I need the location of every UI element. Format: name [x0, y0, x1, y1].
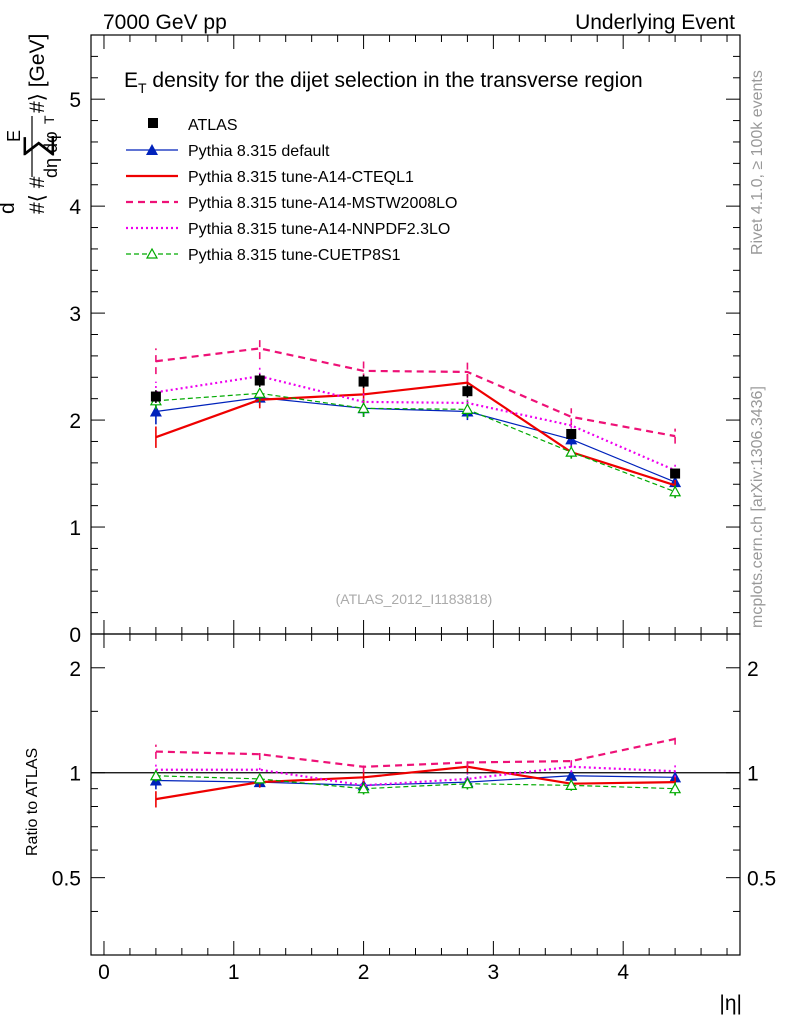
ratio-series-00aa00 [149, 769, 682, 796]
series-line [155, 381, 676, 487]
y-axis-label-e: E [4, 130, 24, 142]
x-tick-label: 4 [617, 961, 629, 984]
y-axis-label: #⟨ # d ∑ E T #⟩ [GeV] dη dφ [0, 34, 61, 214]
ratio-tick-label-left: 0.5 [52, 868, 81, 891]
series-marker [146, 144, 158, 155]
y-axis-label-d: d [0, 202, 19, 214]
y-tick-label: 1 [69, 517, 81, 540]
legend-label: Pythia 8.315 tune-CUETP8S1 [188, 247, 401, 264]
rivet-version-label: Rivet 4.1.0, ≥ 100k events [749, 70, 766, 255]
y-axis-label-t: T [41, 115, 57, 124]
legend-label: Pythia 8.315 tune-A14-CTEQL1 [188, 169, 414, 186]
y-tick-label: 0 [69, 624, 81, 647]
series-marker [669, 782, 682, 794]
series-marker [669, 485, 682, 497]
ratio-series-ee1177 [155, 733, 676, 773]
x-tick-label: 0 [98, 961, 110, 984]
atlas-data-point [670, 468, 681, 479]
x-tick-label: 3 [488, 961, 500, 984]
x-axis-label: |η| [719, 992, 742, 1015]
y-axis-label-denominator: dη dφ [41, 131, 61, 178]
legend-label: Pythia 8.315 default [188, 143, 330, 160]
legend: ATLAS Pythia 8.315 default Pythia 8.315 tu… [126, 117, 457, 264]
series-marker [145, 247, 159, 259]
legend-item: Pythia 8.315 tune-CUETP8S1 [126, 247, 401, 264]
atlas-data-point [358, 376, 369, 387]
ratio-y-axis-label: Ratio to ATLAS [24, 748, 41, 856]
series-marker [149, 405, 162, 417]
series-marker [253, 387, 266, 398]
ratio-series [91, 733, 740, 808]
series-ee1177 [155, 337, 676, 444]
y-tick-label: 5 [69, 89, 81, 112]
series-line [155, 392, 676, 493]
mcplots-label: mcplots.cern.ch [arXiv:1306.3436] [749, 386, 766, 628]
ratio-tick-label-right: 2 [747, 658, 759, 681]
atlas-data-point [462, 386, 473, 397]
axis-ticks [91, 35, 740, 956]
ratio-tick-label-left: 2 [69, 658, 81, 681]
y-axis-label-sum: ∑ [17, 134, 55, 158]
series-marker [357, 402, 370, 413]
ratio-line [155, 765, 676, 787]
x-tick-label: 2 [358, 961, 370, 984]
ratio-series-ee0000 [155, 761, 676, 808]
ratio-line [155, 775, 676, 790]
tick-labels: 0 1 2 3 4 0 1 2 3 4 5 0.5 0.5 1 1 2 2 [52, 89, 776, 984]
series-line [155, 375, 676, 472]
analysis-watermark: (ATLAS_2012_I1183818) [336, 591, 493, 607]
legend-item: Pythia 8.315 tune-A14-NNPDF2.3LO [126, 221, 450, 238]
series-marker [565, 779, 578, 790]
header-right-label: Underlying Event [575, 11, 735, 34]
series-line [155, 347, 676, 438]
chart-title: ET density for the dijet selection in th… [124, 69, 643, 96]
atlas-data-point [254, 375, 265, 386]
header-left-label: 7000 GeV pp [103, 11, 227, 34]
series-0022bb [149, 389, 682, 488]
series-marker [565, 445, 578, 457]
series-marker [461, 777, 474, 789]
y-axis-label-open: #⟨ # [26, 176, 49, 214]
mc-series [149, 337, 682, 499]
legend-atlas-marker [148, 118, 158, 128]
ratio-line [155, 737, 676, 768]
series-marker [149, 769, 162, 781]
ratio-line [155, 765, 676, 801]
legend-item: Pythia 8.315 tune-A14-MSTW2008LO [126, 195, 457, 212]
ratio-tick-label-left: 1 [69, 763, 81, 786]
x-tick-label: 1 [228, 961, 240, 984]
y-tick-label: 3 [69, 303, 81, 326]
legend-item: Pythia 8.315 tune-A14-CTEQL1 [126, 169, 414, 186]
series-ee0000 [155, 374, 676, 491]
series-marker [461, 403, 474, 414]
legend-label: ATLAS [188, 117, 238, 134]
series-line [155, 397, 676, 483]
y-tick-label: 4 [69, 196, 81, 219]
atlas-data-point [150, 391, 161, 402]
ratio-tick-label-right: 0.5 [747, 868, 776, 891]
y-tick-label: 2 [69, 410, 81, 433]
legend-label: Pythia 8.315 tune-A14-NNPDF2.3LO [188, 221, 450, 238]
ratio-line [155, 775, 676, 786]
legend-label: Pythia 8.315 tune-A14-MSTW2008LO [188, 195, 457, 212]
atlas-data [150, 374, 681, 479]
legend-item: ATLAS [148, 117, 238, 134]
legend-item: Pythia 8.315 default [126, 143, 330, 160]
series-marker [565, 769, 578, 781]
series-marker [357, 782, 370, 794]
atlas-data-point [566, 428, 577, 439]
ratio-tick-label-right: 1 [747, 763, 759, 786]
y-axis-label-close: #⟩ [GeV] [26, 34, 49, 113]
series-marker [253, 772, 266, 784]
